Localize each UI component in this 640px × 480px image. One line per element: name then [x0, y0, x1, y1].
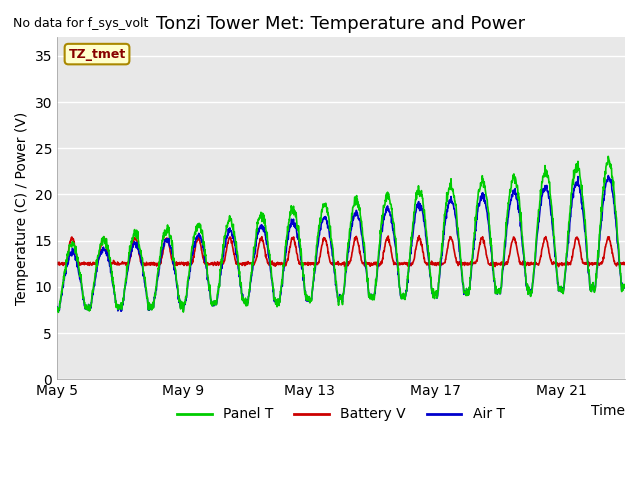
Panel T — [621, 284, 629, 289]
Panel T — [604, 154, 612, 159]
Battery V — [87, 262, 95, 267]
Air T — [307, 296, 314, 302]
Line: Battery V: Battery V — [57, 236, 625, 266]
Battery V — [555, 264, 563, 269]
Battery V — [306, 261, 314, 266]
Air T — [356, 217, 364, 223]
Battery V — [415, 233, 423, 239]
Battery V — [297, 261, 305, 266]
Air T — [53, 304, 61, 310]
Panel T — [54, 310, 62, 315]
Text: No data for f_sys_volt: No data for f_sys_volt — [13, 17, 148, 30]
Panel T — [419, 196, 426, 202]
Legend: Panel T, Battery V, Air T: Panel T, Battery V, Air T — [172, 402, 510, 427]
Air T — [87, 305, 95, 311]
Battery V — [419, 246, 426, 252]
Air T — [419, 208, 426, 214]
Air T — [54, 309, 62, 314]
Text: TZ_tmet: TZ_tmet — [68, 48, 125, 60]
Panel T — [307, 296, 314, 302]
X-axis label: Time: Time — [591, 404, 625, 418]
Panel T — [356, 204, 364, 210]
Panel T — [297, 246, 305, 252]
Air T — [297, 254, 305, 260]
Panel T — [53, 304, 61, 310]
Title: Tonzi Tower Met: Temperature and Power: Tonzi Tower Met: Temperature and Power — [156, 15, 525, 33]
Panel T — [87, 304, 95, 310]
Line: Air T: Air T — [57, 176, 625, 312]
Battery V — [621, 262, 629, 267]
Panel T — [543, 173, 551, 179]
Battery V — [355, 246, 363, 252]
Air T — [604, 173, 612, 179]
Line: Panel T: Panel T — [57, 156, 625, 312]
Battery V — [53, 262, 61, 267]
Air T — [621, 285, 629, 291]
Y-axis label: Temperature (C) / Power (V): Temperature (C) / Power (V) — [15, 112, 29, 305]
Battery V — [543, 239, 551, 244]
Air T — [543, 187, 551, 193]
